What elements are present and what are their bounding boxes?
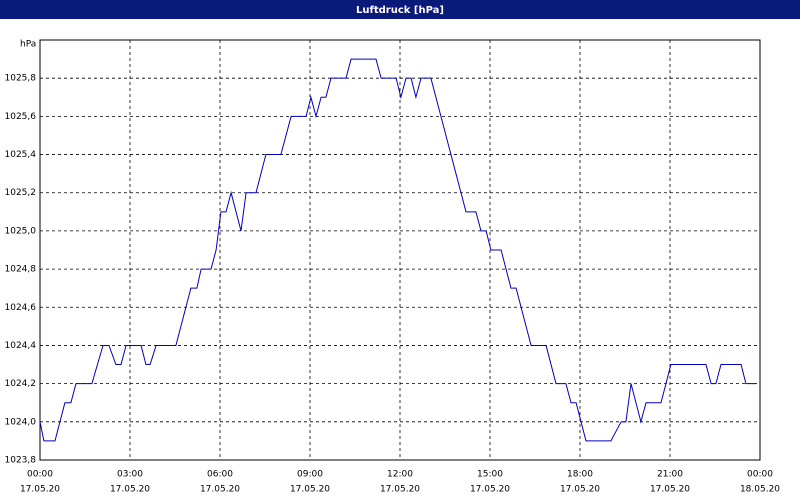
chart-title: Luftdruck [hPa] xyxy=(356,5,444,16)
x-tick-date: 17.05.20 xyxy=(290,485,330,495)
y-tick-label: 1025,6 xyxy=(5,112,37,122)
x-tick-label: 06:00 xyxy=(207,470,233,480)
x-tick-label: 00:00 xyxy=(747,470,773,480)
x-tick-label: 09:00 xyxy=(297,470,323,480)
y-tick-label: 1024,6 xyxy=(5,303,37,313)
y-tick-label: 1025,2 xyxy=(5,188,37,198)
x-tick-date: 17.05.20 xyxy=(20,485,60,495)
x-tick-label: 03:00 xyxy=(117,470,143,480)
y-tick-label: 1025,0 xyxy=(5,226,37,236)
x-tick-date: 18.05.20 xyxy=(740,485,780,495)
y-tick-label: 1023,8 xyxy=(5,456,37,466)
x-tick-label: 12:00 xyxy=(387,470,413,480)
y-tick-label: 1025,4 xyxy=(5,150,37,160)
x-tick-label: 18:00 xyxy=(567,470,593,480)
x-tick-date: 17.05.20 xyxy=(470,485,510,495)
y-tick-label: 1024,8 xyxy=(5,265,37,275)
x-tick-date: 17.05.20 xyxy=(380,485,420,495)
y-unit: hPa xyxy=(20,40,36,50)
y-tick-label: 1024,0 xyxy=(5,417,37,427)
title-bar xyxy=(0,0,800,19)
data-line xyxy=(39,58,757,442)
x-tick-label: 21:00 xyxy=(657,470,683,480)
x-tick-date: 17.05.20 xyxy=(200,485,240,495)
x-tick-date: 17.05.20 xyxy=(560,485,600,495)
x-tick-label: 00:00 xyxy=(27,470,53,480)
x-tick-date: 17.05.20 xyxy=(110,485,150,495)
y-tick-label: 1024,2 xyxy=(5,379,37,389)
x-tick-date: 17.05.20 xyxy=(650,485,690,495)
y-tick-label: 1025,8 xyxy=(5,74,37,84)
x-tick-label: 15:00 xyxy=(477,470,503,480)
y-tick-label: 1024,4 xyxy=(5,341,37,351)
